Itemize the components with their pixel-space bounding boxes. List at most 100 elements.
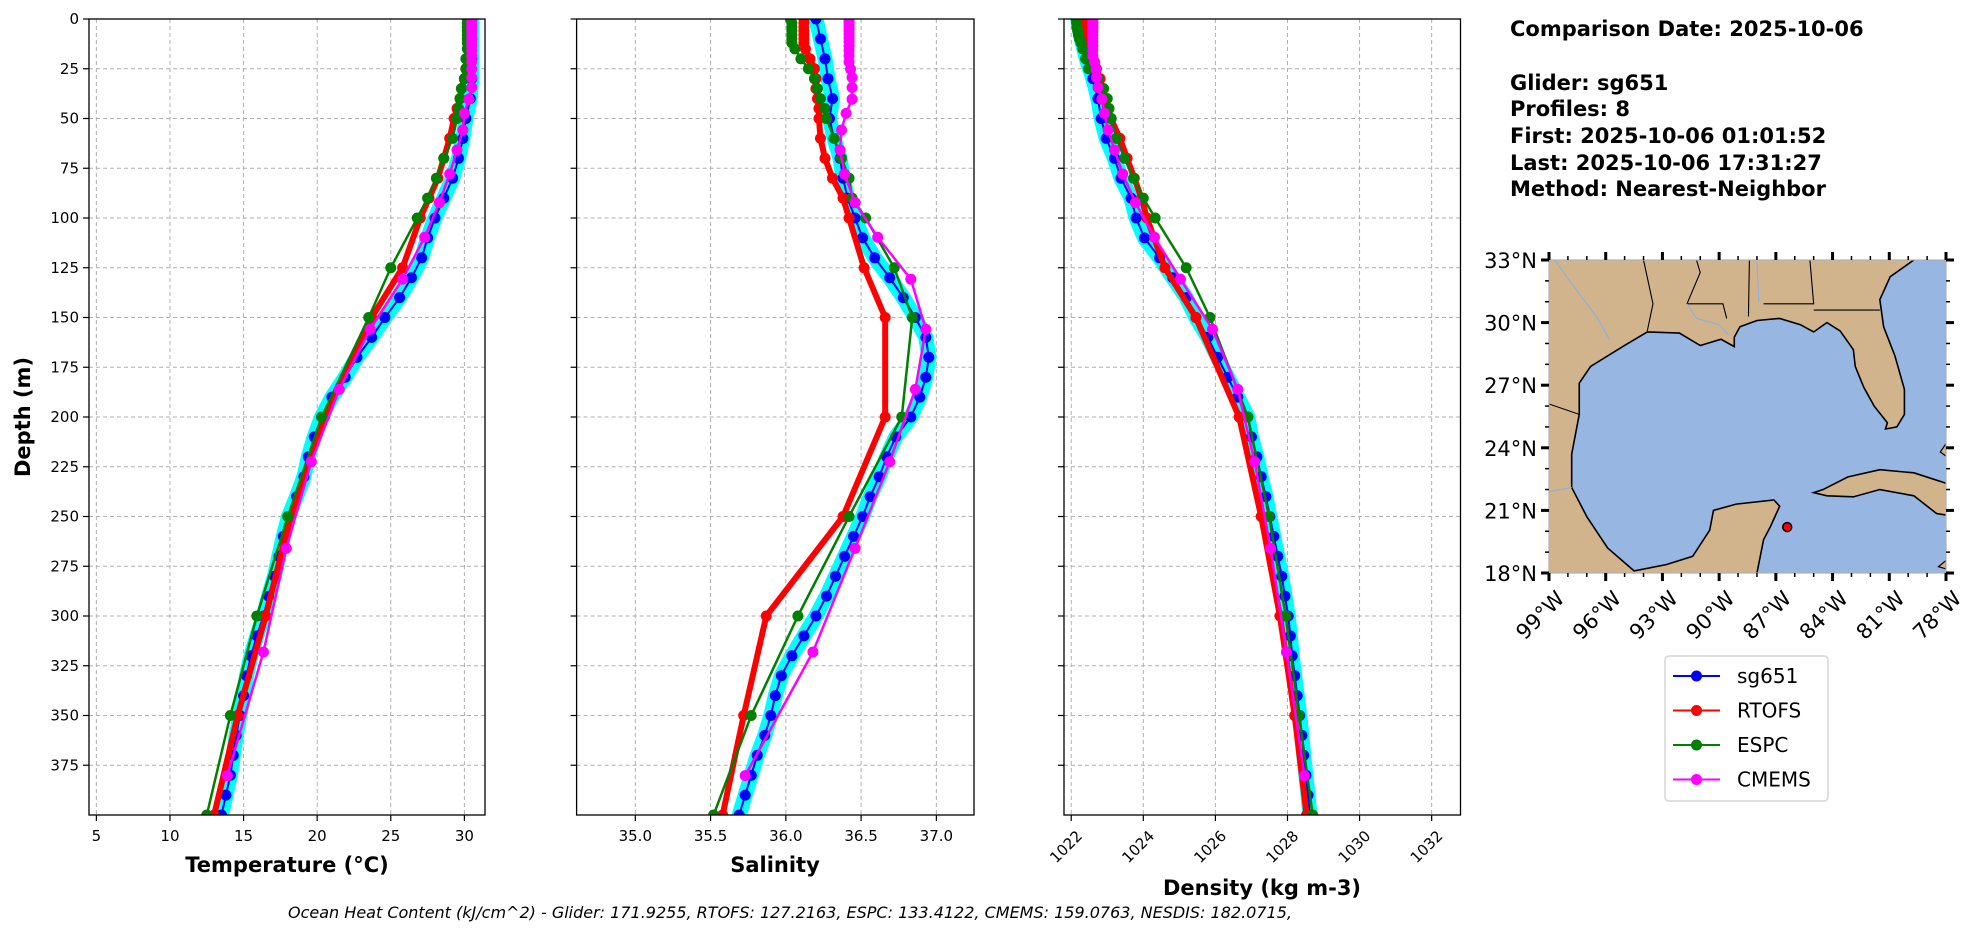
data-point-espc bbox=[888, 262, 900, 274]
data-point-sg651 bbox=[857, 511, 869, 522]
data-point-espc bbox=[201, 809, 213, 815]
data-point-cmems bbox=[397, 273, 409, 285]
legend-label: CMEMS bbox=[1737, 768, 1811, 792]
data-point-cmems bbox=[1090, 72, 1102, 84]
profile-panels: 5 10 15 20 25 3002550751001251501752002252502… bbox=[50, 10, 1462, 867]
x-tick-label: 35.0 bbox=[619, 827, 652, 845]
map-frame bbox=[1548, 259, 1947, 574]
legend-marker bbox=[1691, 670, 1702, 682]
data-point-sg651 bbox=[920, 371, 932, 383]
density-xlabel: Density (kg m-3) bbox=[1163, 876, 1361, 900]
state-border bbox=[1747, 260, 1750, 317]
data-point-cmems bbox=[909, 383, 921, 395]
x-tick-label: 1028 bbox=[1263, 827, 1303, 867]
profiles-count: Profiles: 8 bbox=[1510, 97, 1630, 121]
state-border bbox=[1642, 260, 1654, 332]
lat-tick-label: 18°N bbox=[1484, 562, 1537, 586]
data-point-espc bbox=[819, 103, 831, 115]
legend-label: ESPC bbox=[1737, 733, 1788, 757]
x-tick-label: 1030 bbox=[1335, 827, 1375, 867]
data-point-rtofs bbox=[879, 411, 891, 423]
data-point-rtofs bbox=[837, 192, 849, 204]
data-point-espc bbox=[795, 53, 807, 65]
data-point-sg651 bbox=[857, 232, 869, 244]
data-point-espc bbox=[745, 710, 757, 721]
data-point-espc bbox=[1307, 809, 1319, 815]
data-point-sg651 bbox=[220, 789, 232, 801]
y-tick-label: 200 bbox=[50, 408, 79, 426]
land-bahamas bbox=[1939, 442, 1946, 457]
lon-tick-label: 87°W bbox=[1738, 586, 1796, 644]
data-point-cmems bbox=[1280, 646, 1292, 658]
land-jamaica bbox=[1937, 559, 1946, 570]
data-point-sg651 bbox=[820, 590, 832, 602]
data-point-espc bbox=[282, 511, 294, 522]
data-point-rtofs bbox=[843, 212, 855, 224]
y-tick-label: 225 bbox=[50, 458, 79, 476]
data-point-rtofs bbox=[717, 809, 729, 815]
x-tick-label: 30 bbox=[455, 827, 474, 845]
data-point-cmems bbox=[872, 231, 884, 243]
data-point-cmems bbox=[1207, 323, 1219, 335]
location-map: 33°N 30°N 27°N 24°N 21°N 18°N99°W96°W93°W90°W… bbox=[1484, 249, 1966, 644]
data-point-cmems bbox=[807, 646, 819, 658]
y-tick-label: 0 bbox=[69, 10, 79, 28]
legend-label: RTOFS bbox=[1737, 699, 1801, 723]
data-point-sg651 bbox=[827, 93, 839, 105]
legend-item-cmems: CMEMS bbox=[1673, 768, 1811, 792]
y-tick-label: 250 bbox=[50, 508, 79, 526]
land-north-america bbox=[1549, 260, 1915, 573]
data-point-rtofs bbox=[819, 152, 831, 164]
data-point-sg651 bbox=[798, 630, 810, 642]
y-tick-label: 150 bbox=[50, 309, 79, 327]
data-point-sg651 bbox=[765, 710, 777, 721]
data-point-espc bbox=[1280, 610, 1292, 622]
data-point-cmems bbox=[1265, 542, 1277, 554]
data-point-sg651 bbox=[814, 33, 826, 45]
series-cmems bbox=[739, 19, 932, 782]
data-point-sg651 bbox=[869, 252, 881, 264]
land-cuba bbox=[1810, 468, 1946, 516]
data-point-cmems bbox=[444, 168, 456, 180]
data-point-sg651 bbox=[405, 272, 417, 284]
data-point-sg651 bbox=[864, 491, 876, 503]
data-point-cmems bbox=[1108, 144, 1120, 156]
data-point-sg651 bbox=[379, 312, 391, 323]
legend-frame bbox=[1664, 655, 1829, 802]
x-tick-label: 37.0 bbox=[920, 827, 953, 845]
legend-items: sg651 RTOFS ESPC CMEMS bbox=[1673, 664, 1811, 792]
data-point-espc bbox=[455, 83, 467, 95]
data-point-rtofs bbox=[827, 172, 839, 184]
data-point-cmems bbox=[834, 144, 846, 156]
data-point-cmems bbox=[1174, 273, 1186, 285]
data-point-espc bbox=[1149, 212, 1161, 224]
data-point-sg651 bbox=[839, 550, 851, 562]
series-cmems bbox=[1087, 19, 1310, 782]
temperature-plot-area bbox=[201, 19, 480, 815]
data-point-cmems bbox=[221, 770, 233, 782]
data-point-cmems bbox=[1090, 63, 1102, 75]
series-line-cmems bbox=[226, 19, 474, 776]
data-point-espc bbox=[411, 212, 423, 224]
data-point-sg651 bbox=[786, 650, 798, 662]
data-point-sg651 bbox=[830, 570, 842, 582]
salinity-panel: 35.0 35.5 36.0 36.5 37.0 bbox=[570, 18, 975, 845]
method: Method: Nearest-Neighbor bbox=[1510, 177, 1827, 201]
data-point-sg651 bbox=[810, 610, 822, 622]
data-point-espc bbox=[906, 312, 918, 323]
data-point-espc bbox=[385, 262, 397, 274]
salinity-plot-area bbox=[708, 19, 937, 815]
data-point-rtofs bbox=[1159, 262, 1171, 274]
data-point-espc bbox=[1128, 172, 1140, 184]
y-tick-label: 50 bbox=[60, 110, 79, 128]
data-point-rtofs bbox=[814, 132, 826, 144]
ocean-heat-content-footer: Ocean Heat Content (kJ/cm^2) - Glider: 1… bbox=[288, 903, 1292, 922]
data-point-espc bbox=[843, 511, 855, 522]
comparison-date: Comparison Date: 2025-10-06 bbox=[1510, 17, 1864, 41]
x-tick-label: 20 bbox=[308, 827, 327, 845]
x-tick-label: 1022 bbox=[1046, 827, 1086, 867]
data-point-espc bbox=[808, 73, 820, 85]
lat-tick-label: 27°N bbox=[1484, 374, 1537, 398]
series-line-cmems bbox=[1091, 19, 1306, 776]
lon-tick-label: 96°W bbox=[1568, 586, 1626, 644]
